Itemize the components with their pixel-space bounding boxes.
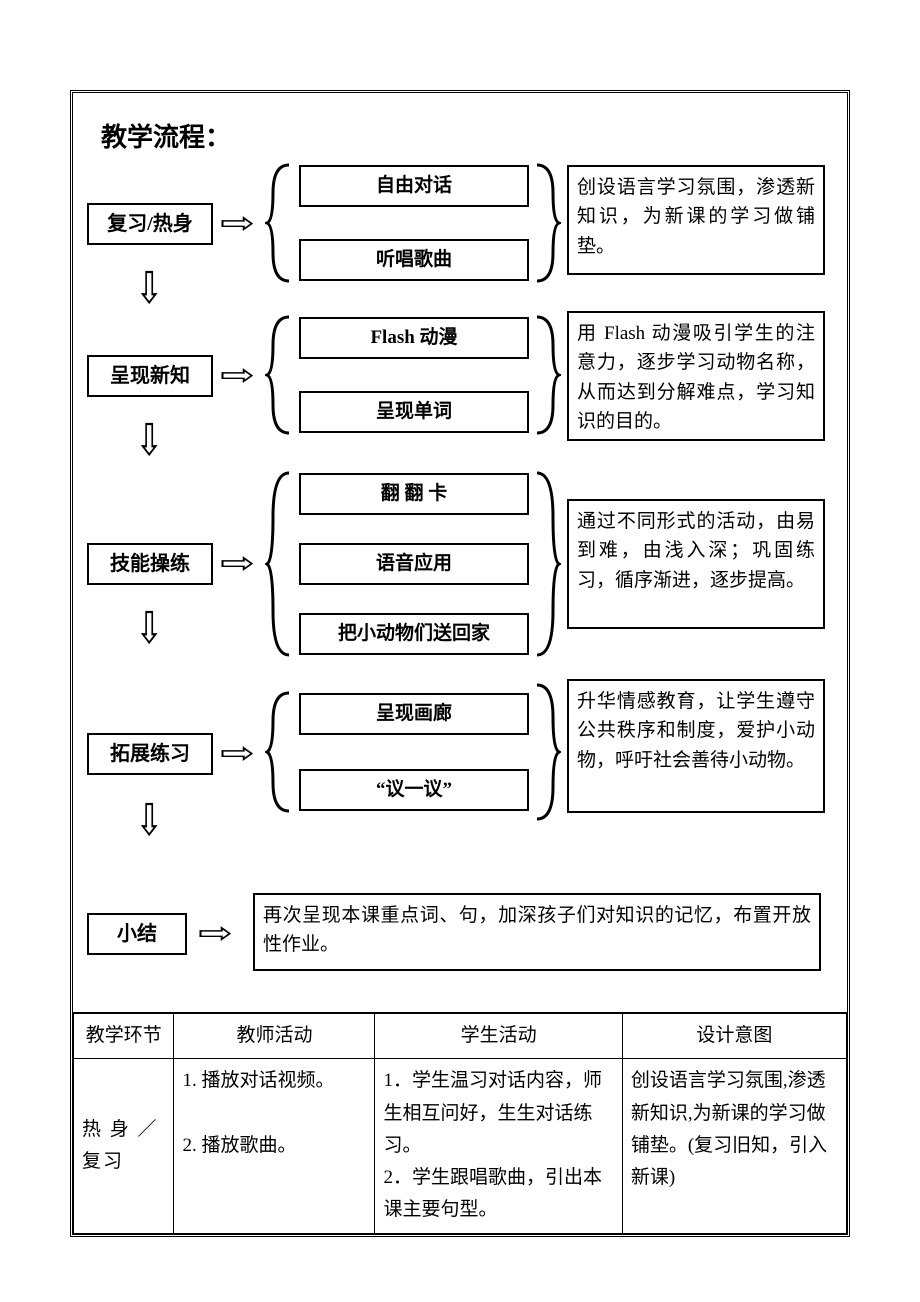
brace-close-icon [533, 471, 561, 657]
desc-box: 再次呈现本课重点词、句，加深孩子们对知识的记忆，布置开放性作业。 [253, 893, 821, 971]
mid-box: 呈现画廊 [299, 693, 529, 735]
th-stage: 教学环节 [74, 1014, 174, 1059]
brace-open-icon [265, 471, 293, 657]
cell-teacher: 1. 播放对话视频。 2. 播放歌曲。 [174, 1059, 375, 1233]
cell-stage: 热 身 ／ 复习 [74, 1059, 174, 1233]
th-teacher: 教师活动 [174, 1014, 375, 1059]
stage-box-1: 复习/热身 [87, 203, 213, 245]
desc-box: 升华情感教育，让学生遵守公共秩序和制度，爱护小动物，呼吁社会善待小动物。 [567, 679, 825, 813]
stage-box-5: 小结 [87, 913, 187, 955]
brace-close-icon [533, 683, 561, 821]
flowchart: 教学流程： 复习/热身 ⇨ 自由对话 听唱歌曲 创设语言学习氛围，渗透新知识，为… [73, 93, 847, 1013]
mid-box: 听唱歌曲 [299, 239, 529, 281]
mid-box: 把小动物们送回家 [299, 613, 529, 655]
arrow-down-icon: ⇩ [135, 420, 164, 464]
table-row: 热 身 ／ 复习 1. 播放对话视频。 2. 播放歌曲。 1．学生温习对话内容，… [74, 1059, 847, 1233]
brace-open-icon [265, 163, 293, 283]
arrow-right-icon: ⇨ [220, 361, 255, 391]
desc-box: 创设语言学习氛围，渗透新知识，为新课的学习做铺垫。 [567, 165, 825, 275]
cell-student: 1．学生温习对话内容，师生相互问好，生生对话练习。 2．学生跟唱歌曲，引出本课主… [375, 1059, 622, 1233]
cell-intent: 创设语言学习氛围,渗透新知识,为新课的学习做铺垫。(复习旧知，引入新课) [622, 1059, 846, 1233]
stage-box-2: 呈现新知 [87, 355, 213, 397]
brace-close-icon [533, 163, 561, 283]
desc-box: 通过不同形式的活动，由易到难，由浅入深；巩固练习，循序渐进，逐步提高。 [567, 499, 825, 629]
arrow-right-icon: ⇨ [198, 919, 233, 949]
brace-open-icon [265, 315, 293, 435]
desc-box: 用 Flash 动漫吸引学生的注意力，逐步学习动物名称，从而达到分解难点，学习知… [567, 311, 825, 441]
stage-box-3: 技能操练 [87, 543, 213, 585]
arrow-right-icon: ⇨ [220, 739, 255, 769]
plan-table: 教学环节 教师活动 学生活动 设计意图 热 身 ／ 复习 1. 播放对话视频。 … [73, 1013, 847, 1234]
page-frame: 教学流程： 复习/热身 ⇨ 自由对话 听唱歌曲 创设语言学习氛围，渗透新知识，为… [70, 90, 850, 1237]
arrow-right-icon: ⇨ [220, 549, 255, 579]
th-intent: 设计意图 [622, 1014, 846, 1059]
brace-open-icon [265, 691, 293, 813]
stage-box-4: 拓展练习 [87, 733, 213, 775]
mid-box: “议一议” [299, 769, 529, 811]
arrow-down-icon: ⇩ [135, 268, 164, 312]
table-header-row: 教学环节 教师活动 学生活动 设计意图 [74, 1014, 847, 1059]
mid-box: 翻 翻 卡 [299, 473, 529, 515]
flow-title: 教学流程： [101, 117, 231, 154]
mid-box: 自由对话 [299, 165, 529, 207]
mid-box: Flash 动漫 [299, 317, 529, 359]
arrow-down-icon: ⇩ [135, 800, 164, 844]
brace-close-icon [533, 315, 561, 435]
arrow-right-icon: ⇨ [220, 209, 255, 239]
mid-box: 语音应用 [299, 543, 529, 585]
th-student: 学生活动 [375, 1014, 622, 1059]
mid-box: 呈现单词 [299, 391, 529, 433]
arrow-down-icon: ⇩ [135, 608, 164, 652]
